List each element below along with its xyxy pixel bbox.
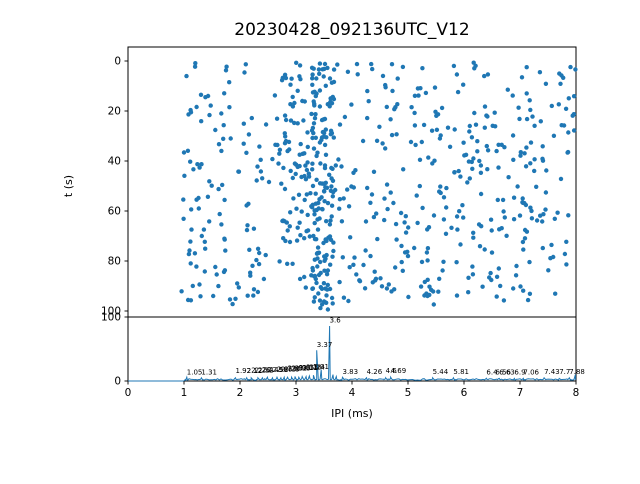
peak-annotation: 2.58 [273,366,289,374]
peak-annotation: 7.43 [544,368,560,376]
peak-annotation: 2.32 [258,367,274,375]
peak-annotation: 2.73 [281,365,297,373]
histogram-xtick-label: 7 [517,387,524,399]
peak-annotation: 4.6 [386,367,398,375]
scatter-ytick-label: 80 [108,256,121,268]
peak-annotation: 3.83 [343,368,359,376]
peak-annotation: 3.37 [317,341,333,349]
peak-annotation: 2.85 [288,365,304,373]
scatter-y-axis-label: t (s) [62,175,75,197]
peak-annotation: 3.24 [309,363,325,371]
histogram-xtick-label: 2 [237,387,244,399]
peak-annotation: 1.31 [201,369,217,377]
peak-annotation: 3.6 [330,317,342,325]
histogram-xtick-label: 3 [293,387,300,399]
peak-annotation: 5.81 [453,368,469,376]
peak-annotation: 2.92 [292,365,308,373]
peak-annotation: 3.31 [313,363,329,371]
peak-annotation: 5.44 [433,368,449,376]
peak-annotation: 2.2 [251,367,262,375]
peak-annotation: 7.7 [559,368,570,376]
histogram-peak-annotations: 1.05 1.31 1.922.122.22.262.322.42.492.582.… [187,317,585,377]
scatter-ytick-label: 40 [108,156,121,168]
peak-annotation: 6.56 [495,369,511,377]
scatter-ytick-label: 60 [108,206,121,218]
peak-annotation: 2.4 [262,366,274,374]
histogram-xtick-label: 0 [125,387,132,399]
scatter-ytick-label: 0 [114,56,121,68]
histogram-xtick-label: 6 [461,387,468,399]
peak-annotation: 4.69 [391,367,407,375]
peak-annotation: 2.98 [295,365,311,373]
peak-annotation: 3.11 [302,364,318,372]
scatter-ytick-label: 20 [108,106,121,118]
histogram-x-axis-label: IPI (ms) [331,407,373,420]
histogram-xtick-label: 5 [405,387,412,399]
scatter-y-ticks: 0 20 40 60 80 100 [101,56,128,318]
scatter-ytick-label: 100 [101,306,121,318]
histogram-xtick-label: 8 [573,387,580,399]
peak-annotation: 2.49 [267,366,283,374]
histogram-y-ticks: 0 100 [101,312,128,388]
histogram-xtick-label: 4 [349,387,356,399]
peak-annotation: 2.12 [247,367,263,375]
figure-title: 20230428_092136UTC_V12 [234,20,469,40]
histogram-xtick-label: 1 [181,387,188,399]
peak-annotation: 7.88 [569,368,585,376]
peak-annotation: 3.05 [299,364,315,372]
peak-annotation: 2.66 [277,365,293,373]
peak-annotation: 3.18 [306,363,322,371]
scatter-points [179,60,578,312]
peak-annotation: 7.06 [523,369,539,377]
histogram-line [128,325,577,382]
peak-annotation: 1.05 [187,369,203,377]
peak-annotation: 6.9 [514,369,525,377]
scatter-axes: 0 20 40 60 80 100 t (s) [62,46,578,318]
peak-annotation: 1.92 [236,367,252,375]
peak-annotation: 2.26 [255,367,271,375]
peak-annotation: 4.26 [367,368,383,376]
peak-annotation: 6.63 [499,369,515,377]
histogram-plot-area [127,316,577,382]
peak-annotation: 6.4 [486,369,498,377]
histogram-x-ticks: 0 1 2 3 4 5 6 7 8 [125,381,580,399]
histogram-ytick-label: 100 [101,312,121,324]
peak-annotation: 2.79 [284,365,300,373]
histogram-ytick-label: 0 [114,376,121,388]
scatter-plot-area [127,46,577,318]
